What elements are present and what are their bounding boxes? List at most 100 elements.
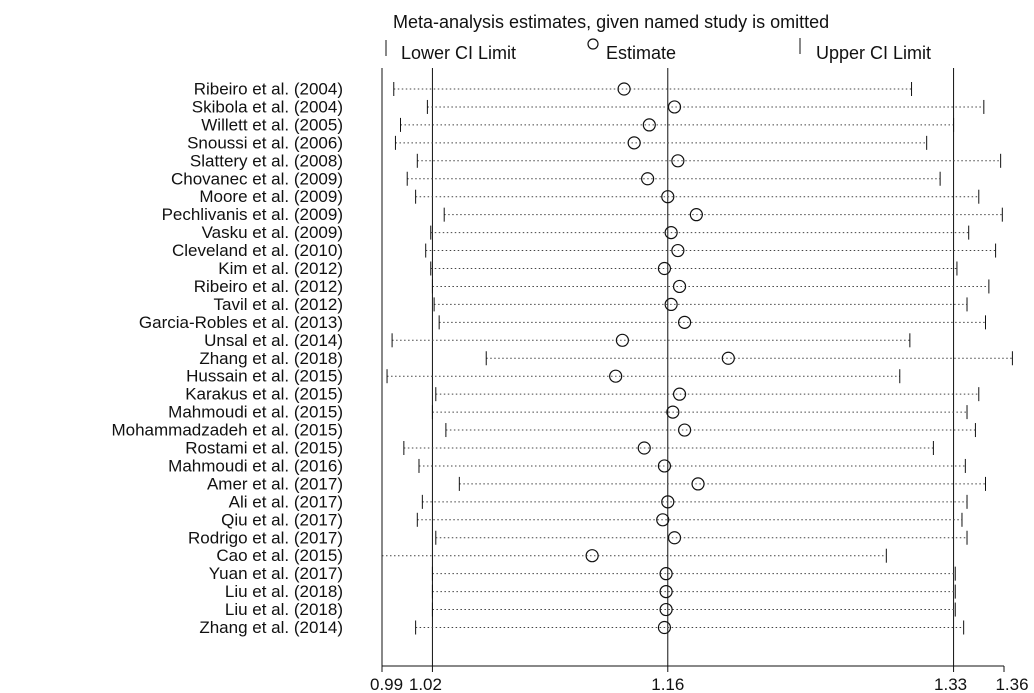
study-label: Mahmoudi et al. (2015) (168, 403, 343, 422)
tick-label: 1.36 (995, 675, 1028, 693)
study-label: Liu et al. (2018) (225, 582, 343, 601)
study-row: Ribeiro et al. (2004) (194, 80, 913, 99)
study-label: Pechlivanis et al. (2009) (162, 205, 343, 224)
estimate-point (661, 495, 675, 509)
estimate-point (609, 369, 623, 383)
estimate-point (627, 136, 641, 150)
study-label: Kim et al. (2012) (218, 259, 343, 278)
study-row: Skibola et al. (2004) (192, 97, 985, 116)
study-row: Slattery et al. (2008) (190, 151, 1002, 170)
estimate-point (657, 459, 672, 473)
estimate-point (689, 208, 703, 222)
estimate-point (585, 549, 599, 563)
study-label: Zhang et al. (2014) (199, 618, 343, 637)
estimate-point (677, 423, 692, 437)
study-row: Karakus et al. (2015) (185, 385, 980, 404)
study-label: Willett et al. (2005) (201, 115, 343, 134)
estimate-point (659, 584, 673, 599)
study-row: Amer et al. (2017) (207, 474, 987, 493)
estimate-point (672, 387, 687, 401)
study-row: Mahmoudi et al. (2015) (168, 403, 968, 422)
estimate-point (664, 226, 678, 240)
study-row: Hussain et al. (2015) (186, 367, 901, 386)
study-row: Zhang et al. (2018) (199, 349, 1013, 368)
study-label: Moore et al. (2009) (199, 187, 343, 206)
estimate-point (672, 279, 687, 294)
study-label: Cao et al. (2015) (216, 546, 343, 565)
legend-estimate-label: Estimate (606, 43, 676, 63)
estimate-point (677, 315, 692, 329)
estimate-point (666, 405, 680, 419)
legend-lower-label: Lower CI Limit (401, 43, 516, 63)
estimate-point (671, 243, 685, 258)
study-label: Cleveland et al. (2010) (172, 241, 343, 260)
tick-label: 1.33 (934, 675, 967, 693)
tick-label: 0.99 (370, 675, 403, 693)
study-row: Snoussi et al. (2006) (187, 133, 928, 152)
study-row: Yuan et al. (2017) (209, 564, 956, 583)
study-row: Chovanec et al. (2009) (171, 169, 941, 188)
x-axis: 0.99 1.02 1.16 1.33 1.36 (370, 666, 1029, 693)
study-row: Qiu et al. (2017) (221, 510, 963, 529)
study-row: Zhang et al. (2014) (199, 618, 965, 637)
tick-label: 1.16 (651, 675, 684, 693)
legend-upper-label: Upper CI Limit (816, 43, 931, 63)
study-label: Rodrigo et al. (2017) (188, 528, 343, 547)
study-label: Mahmoudi et al. (2016) (168, 456, 343, 475)
study-row: Liu et al. (2018) (225, 600, 956, 619)
study-row: Moore et al. (2009) (199, 187, 980, 206)
study-rows: Ribeiro et al. (2004)Skibola et al. (200… (111, 80, 1013, 637)
study-row: Mahmoudi et al. (2016) (168, 456, 966, 475)
study-label: Yuan et al. (2017) (209, 564, 343, 583)
study-row: Rostami et al. (2015) (185, 439, 934, 458)
study-row: Cao et al. (2015) (216, 546, 887, 565)
study-row: Ribeiro et al. (2012) (194, 277, 990, 296)
chart-title: Meta-analysis estimates, given named stu… (393, 12, 829, 32)
estimate-point (656, 513, 670, 527)
tick-label: 1.02 (409, 675, 442, 693)
estimate-point (667, 531, 682, 545)
estimate-point (637, 441, 651, 455)
estimate-point (661, 190, 675, 204)
study-label: Slattery et al. (2008) (190, 151, 343, 170)
study-label: Hussain et al. (2015) (186, 367, 343, 386)
estimate-point (691, 477, 705, 491)
study-row: Kim et al. (2012) (218, 259, 958, 278)
estimate-point (641, 172, 655, 186)
estimate-point (659, 602, 673, 617)
study-label: Ribeiro et al. (2004) (194, 80, 343, 99)
study-label: Vasku et al. (2009) (202, 223, 343, 242)
study-label: Rostami et al. (2015) (185, 439, 343, 458)
estimate-point (657, 261, 672, 276)
estimate-point (721, 351, 735, 365)
study-label: Chovanec et al. (2009) (171, 169, 343, 188)
study-label: Amer et al. (2017) (207, 474, 343, 493)
study-row: Mohammadzadeh et al. (2015) (111, 421, 976, 440)
study-label: Liu et al. (2018) (225, 600, 343, 619)
estimate-point (671, 154, 685, 168)
study-row: Ali et al. (2017) (229, 492, 968, 511)
study-row: Liu et al. (2018) (225, 582, 956, 601)
estimate-point (659, 567, 673, 581)
reference-lines (381, 68, 955, 666)
estimate-point (615, 333, 629, 347)
study-row: Rodrigo et al. (2017) (188, 528, 968, 547)
study-label: Ribeiro et al. (2012) (194, 277, 343, 296)
estimate-point (667, 100, 682, 114)
study-label: Ali et al. (2017) (229, 492, 343, 511)
study-row: Cleveland et al. (2010) (172, 241, 997, 260)
estimate-point (617, 82, 631, 96)
study-label: Skibola et al. (2004) (192, 97, 343, 116)
study-label: Garcia-Robles et al. (2013) (139, 313, 343, 332)
study-label: Zhang et al. (2018) (199, 349, 343, 368)
study-label: Snoussi et al. (2006) (187, 133, 343, 152)
study-label: Tavil et al. (2012) (214, 295, 343, 314)
study-label: Unsal et al. (2014) (204, 331, 343, 350)
estimate-point (657, 620, 672, 635)
study-label: Qiu et al. (2017) (221, 510, 343, 529)
study-row: Garcia-Robles et al. (2013) (139, 313, 987, 332)
study-row: Tavil et al. (2012) (214, 295, 968, 314)
study-row: Pechlivanis et al. (2009) (162, 205, 1003, 224)
study-row: Vasku et al. (2009) (202, 223, 970, 242)
